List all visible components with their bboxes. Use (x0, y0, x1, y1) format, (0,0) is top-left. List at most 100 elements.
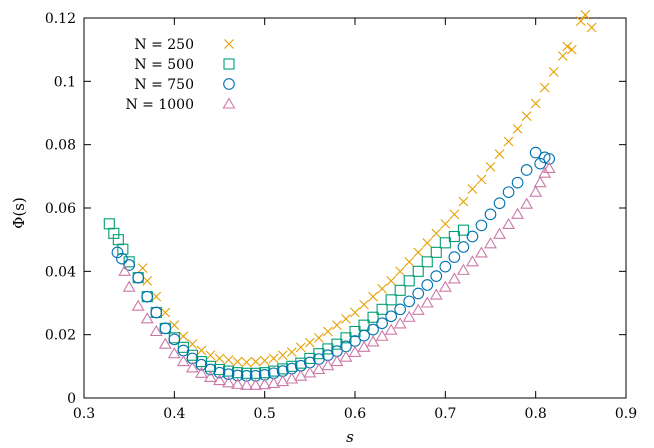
data-point (420, 296, 434, 308)
data-point (222, 376, 235, 388)
data-point (137, 263, 148, 274)
data-point (412, 265, 424, 277)
y-axis-label: Φ(s) (10, 197, 28, 229)
data-point (511, 176, 524, 189)
data-point (116, 252, 128, 265)
plot-area (83, 9, 627, 399)
data-point (430, 246, 442, 258)
data-point (186, 352, 199, 365)
data-point (160, 307, 171, 318)
data-point (503, 136, 514, 147)
data-point (321, 359, 335, 371)
data-point (151, 291, 162, 302)
data-point (159, 322, 172, 335)
data-point (249, 378, 263, 390)
data-point (341, 313, 351, 324)
data-point (493, 197, 506, 210)
series-circle (111, 146, 556, 382)
data-point (196, 345, 207, 356)
data-point (511, 207, 525, 219)
data-point (502, 217, 516, 230)
data-point (457, 241, 470, 253)
x-tick-label: 0.3 (73, 406, 95, 422)
data-point (131, 299, 145, 311)
data-point (395, 266, 406, 277)
data-point (240, 369, 253, 382)
data-point (466, 230, 479, 243)
data-point (562, 41, 573, 52)
data-point (431, 228, 442, 239)
data-point (386, 275, 397, 286)
data-point (359, 299, 369, 310)
data-point (312, 362, 326, 375)
data-point (557, 51, 568, 61)
data-point (440, 218, 451, 229)
data-point (240, 378, 254, 390)
data-point (177, 341, 189, 353)
data-point (542, 161, 556, 173)
data-point (476, 174, 487, 185)
data-point (366, 335, 380, 347)
data-point (294, 369, 308, 381)
data-point (241, 357, 252, 368)
data-point (268, 353, 279, 364)
data-point (313, 332, 324, 343)
data-point (421, 279, 434, 291)
data-point (376, 303, 388, 315)
data-point (167, 347, 181, 359)
data-point (533, 176, 547, 188)
data-point (222, 368, 235, 381)
data-point (276, 374, 290, 387)
data-point (485, 161, 496, 172)
data-point (520, 197, 534, 209)
data-point (194, 366, 208, 378)
legend-label: N = 750 (134, 77, 194, 93)
data-point (258, 378, 272, 390)
data-point (140, 312, 154, 324)
data-point (377, 283, 387, 294)
data-point (438, 280, 452, 292)
data-point (123, 259, 136, 271)
data-point (422, 237, 433, 248)
data-point (122, 280, 136, 292)
data-point (448, 230, 460, 243)
data-point (586, 22, 597, 33)
x-tick-label: 0.9 (615, 406, 637, 422)
data-point (195, 358, 208, 371)
data-point (357, 340, 371, 352)
data-point (303, 366, 317, 378)
data-point (449, 209, 460, 220)
data-point (493, 227, 506, 239)
data-point (286, 347, 297, 357)
x-tick-label: 0.6 (344, 406, 366, 422)
data-point (534, 157, 547, 170)
data-point (394, 284, 406, 296)
data-point (421, 256, 433, 268)
data-point (439, 237, 451, 249)
y-tick-label: 0.04 (45, 264, 76, 280)
data-point (187, 339, 198, 350)
x-tick-label: 0.7 (434, 406, 456, 422)
data-point (304, 337, 315, 348)
data-point (367, 311, 379, 323)
data-point (204, 370, 217, 382)
data-point (376, 317, 388, 330)
data-point (429, 288, 443, 300)
data-point (529, 146, 542, 159)
data-point (231, 377, 245, 389)
x-tick-label: 0.5 (254, 406, 276, 422)
data-point (385, 294, 397, 306)
data-point (548, 66, 559, 77)
legend-marker (223, 58, 235, 70)
data-point (430, 270, 443, 282)
data-point (111, 246, 124, 259)
data-point (384, 323, 398, 335)
data-point (520, 164, 533, 176)
data-point (132, 271, 145, 284)
data-point (222, 365, 235, 377)
data-point (402, 310, 416, 322)
data-point (213, 366, 226, 379)
legend-marker (224, 39, 234, 49)
data-point (169, 320, 180, 331)
data-point (375, 329, 389, 341)
